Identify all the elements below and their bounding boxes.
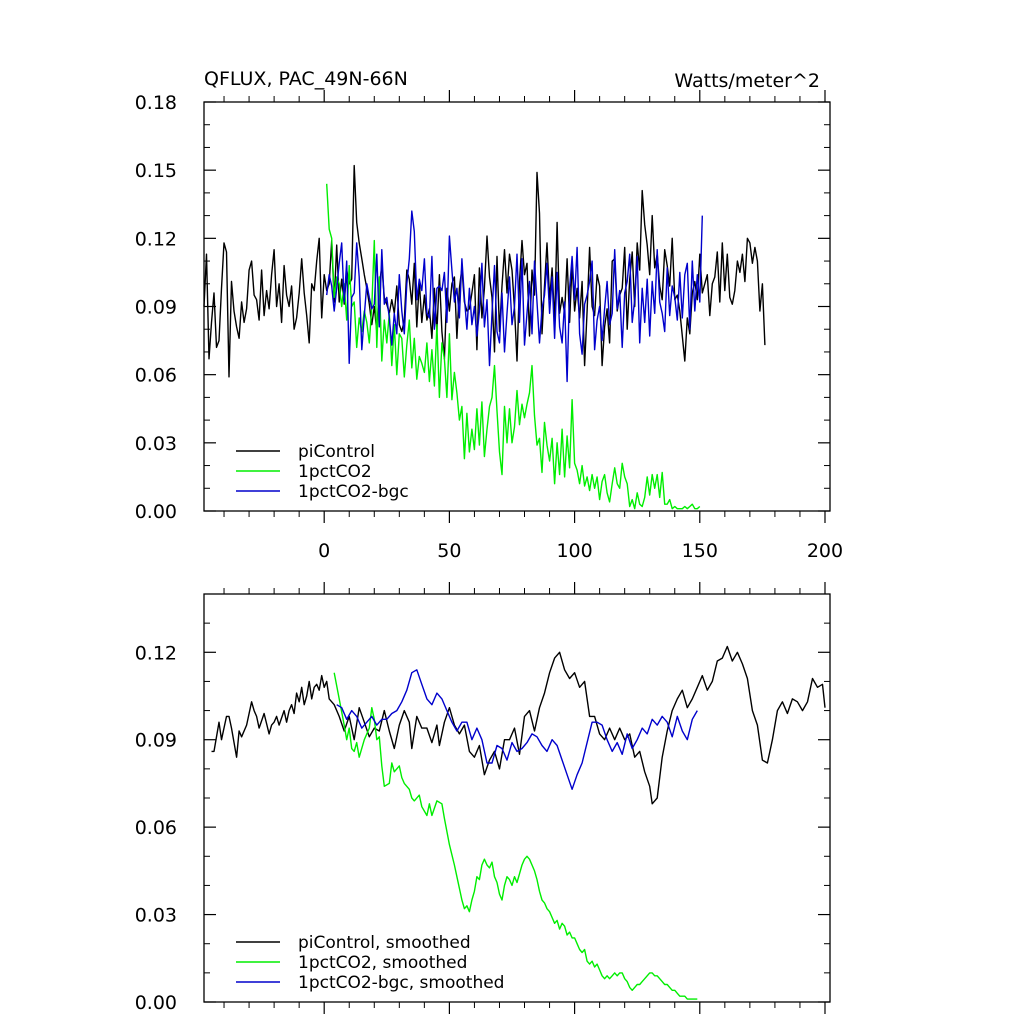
y-tick-label: 0.00 bbox=[135, 992, 177, 1014]
y-tick-label: 0.12 bbox=[135, 642, 177, 664]
legend-label: 1pctCO2-bgc, smoothed bbox=[298, 973, 504, 993]
y-tick-label: 0.12 bbox=[135, 228, 177, 250]
y-tick-label: 0.03 bbox=[135, 433, 177, 455]
top-panel: 0.00 0.03 0.06 0.09 0.12 0.15 0.18 0 50 100 150 200… bbox=[135, 68, 843, 562]
y-tick-label: 0.06 bbox=[135, 817, 177, 839]
legend-label: piControl bbox=[298, 442, 375, 462]
x-tick-label: 200 bbox=[807, 540, 843, 562]
x-tick-label: 150 bbox=[682, 540, 718, 562]
x-tick-label: 50 bbox=[437, 540, 461, 562]
y-tick-label: 0.09 bbox=[135, 297, 177, 319]
series-line-1-2 bbox=[326, 183, 701, 510]
chart-title: QFLUX, PAC_49N-66N bbox=[204, 68, 408, 90]
legend-label: 1pctCO2-bgc bbox=[298, 482, 409, 502]
y-tick-label: 0.15 bbox=[135, 160, 177, 182]
legend-label: 1pctCO2, smoothed bbox=[298, 953, 467, 973]
series-line-2-1 bbox=[211, 645, 826, 805]
series-line-1-3 bbox=[326, 210, 703, 383]
y-tick-label: 0.06 bbox=[135, 365, 177, 387]
series-line-2-3 bbox=[336, 669, 698, 790]
legend-label: piControl, smoothed bbox=[298, 933, 471, 953]
x-tick-label: 100 bbox=[556, 540, 592, 562]
series-line-2-2 bbox=[333, 672, 698, 1000]
units-label: Watts/meter^2 bbox=[674, 70, 820, 92]
y-tick-label: 0.00 bbox=[135, 501, 177, 523]
series-line-1-1 bbox=[203, 164, 766, 378]
x-tick-label: 0 bbox=[318, 540, 330, 562]
y-tick-label: 0.09 bbox=[135, 730, 177, 752]
y-tick-label: 0.03 bbox=[135, 905, 177, 927]
legend-label: 1pctCO2 bbox=[298, 462, 372, 482]
y-tick-label: 0.18 bbox=[135, 92, 177, 114]
